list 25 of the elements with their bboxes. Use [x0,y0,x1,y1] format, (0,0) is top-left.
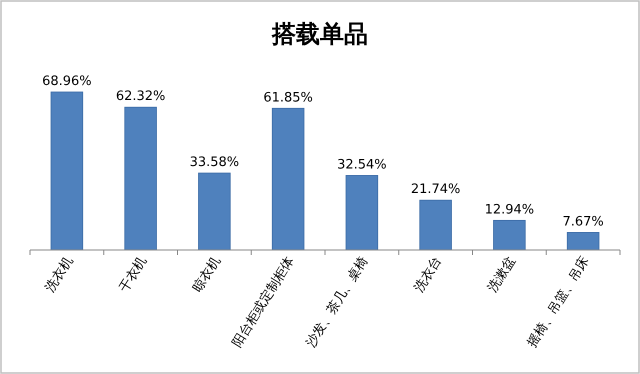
chart-title: 搭载单品 [271,20,368,48]
x-tick-label: 摇椅、吊篮、吊床 [524,254,593,350]
bar [198,172,231,250]
bar [346,175,378,250]
x-tick-label: 洗衣机 [42,254,76,296]
x-tick-label: 洗衣台 [412,254,446,296]
bar [493,220,526,250]
bar [50,92,84,250]
x-tick-label: 洗漱盆 [485,254,519,296]
bar [566,232,600,250]
bar [272,108,304,250]
data-label: 33.58% [190,155,240,170]
x-tick-label: 晾衣机 [190,254,224,296]
data-label: 32.54% [337,157,387,172]
data-label: 21.74% [410,182,460,198]
x-tick-label: 干衣机 [116,254,150,296]
x-tick-label: 阳台柜或定制柜体 [230,254,298,350]
x-tick-label: 沙发、茶几、桌椅 [303,254,372,350]
data-label: 62.32% [116,89,166,104]
data-label: 12.94% [484,202,534,218]
data-label: 7.67% [562,214,604,230]
data-label: 61.85% [263,90,313,106]
data-label: 68.96% [42,74,92,89]
bar [419,200,452,250]
bar [124,106,157,250]
